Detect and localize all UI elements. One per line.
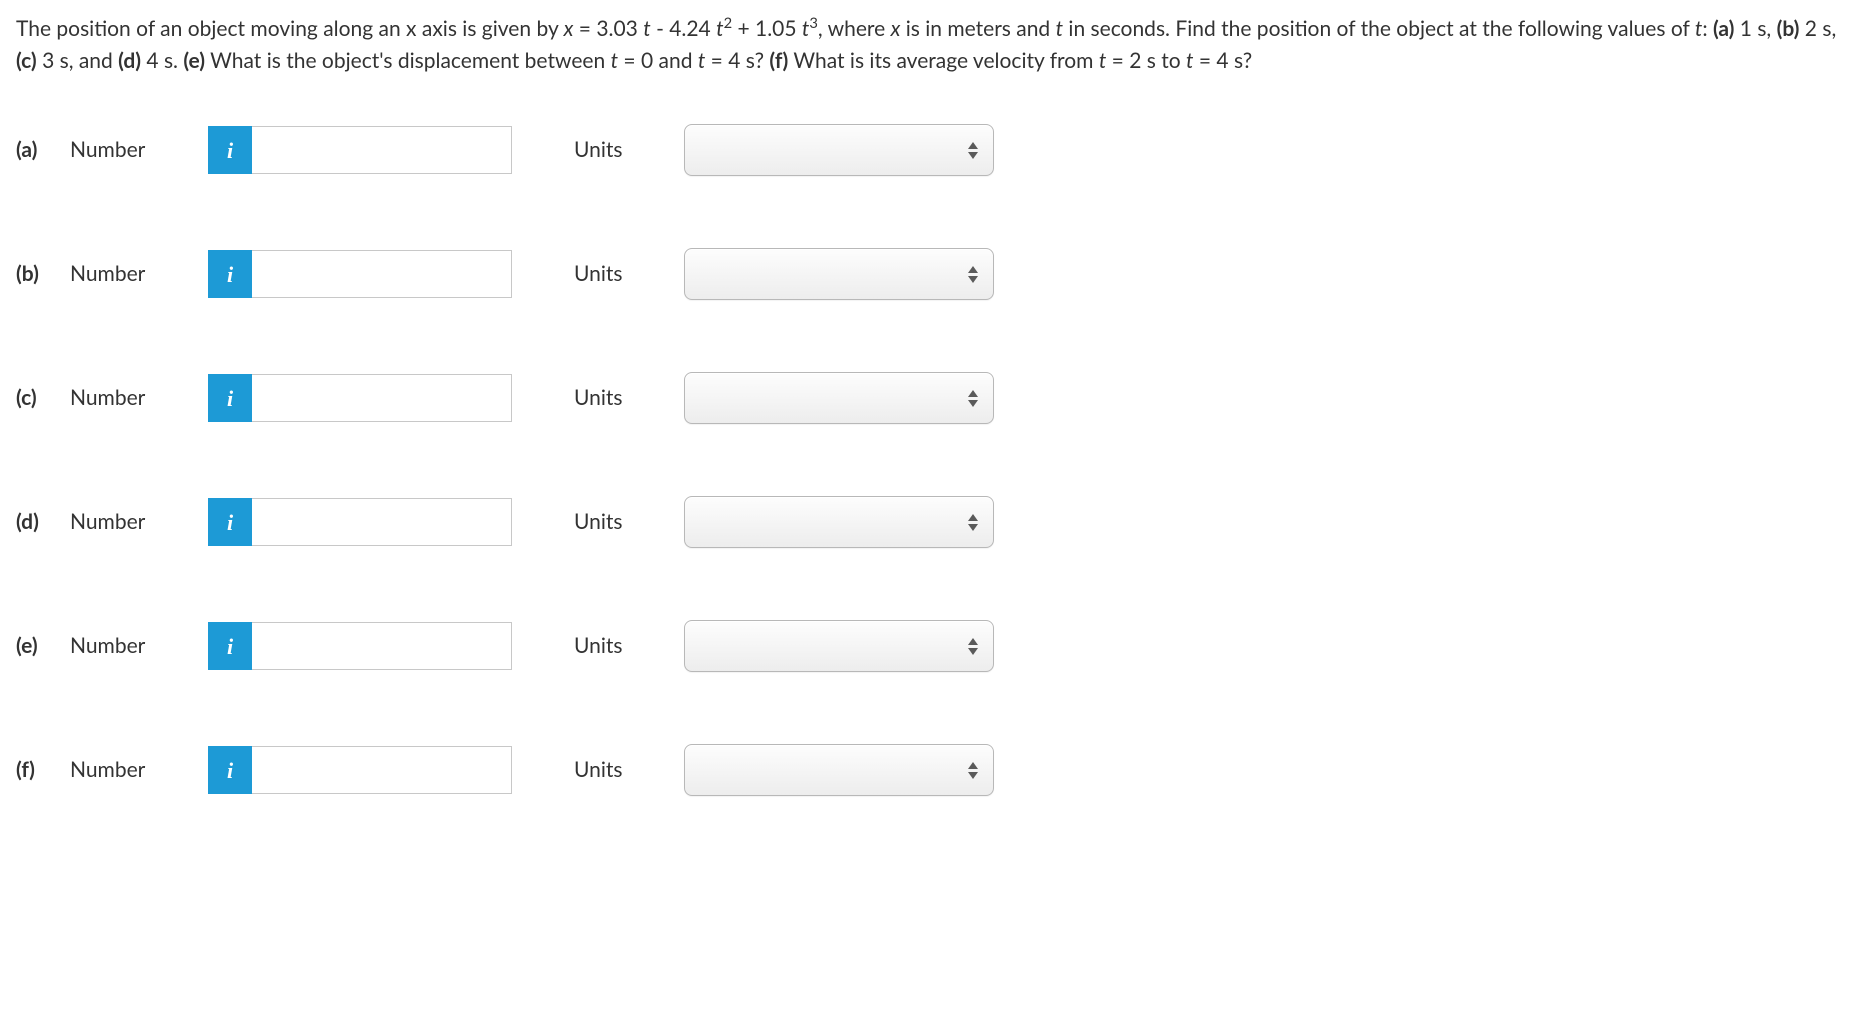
part-label: (c) [16,382,70,414]
number-label: Number [70,630,208,662]
part-label: (e) [16,630,70,662]
units-select[interactable] [684,744,994,796]
answer-row: (d) Number i Units [16,496,1838,548]
number-input-group: i [208,746,512,794]
units-select[interactable] [684,620,994,672]
number-input[interactable] [252,498,512,546]
units-label: Units [574,134,664,166]
answer-row: (b) Number i Units [16,248,1838,300]
answer-row: (f) Number i Units [16,744,1838,796]
number-input-group: i [208,498,512,546]
number-label: Number [70,134,208,166]
answer-row: (e) Number i Units [16,620,1838,672]
answer-row: (a) Number i Units [16,124,1838,176]
units-select[interactable] [684,372,994,424]
part-label: (f) [16,754,70,786]
number-label: Number [70,258,208,290]
select-stepper-icon [967,142,979,159]
info-icon[interactable]: i [208,126,252,174]
units-label: Units [574,630,664,662]
question-prefix: The position of an object moving along a… [16,16,564,41]
units-label: Units [574,382,664,414]
units-select[interactable] [684,248,994,300]
select-stepper-icon [967,762,979,779]
number-input-group: i [208,374,512,422]
number-input[interactable] [252,374,512,422]
info-icon[interactable]: i [208,746,252,794]
info-icon[interactable]: i [208,374,252,422]
number-label: Number [70,382,208,414]
number-input-group: i [208,622,512,670]
units-label: Units [574,506,664,538]
select-stepper-icon [967,266,979,283]
select-stepper-icon [967,514,979,531]
number-input[interactable] [252,746,512,794]
number-label: Number [70,506,208,538]
units-select[interactable] [684,124,994,176]
info-icon[interactable]: i [208,250,252,298]
number-input-group: i [208,126,512,174]
units-label: Units [574,258,664,290]
info-icon[interactable]: i [208,622,252,670]
units-label: Units [574,754,664,786]
number-input-group: i [208,250,512,298]
select-stepper-icon [967,390,979,407]
answer-row: (c) Number i Units [16,372,1838,424]
number-input[interactable] [252,126,512,174]
question-text: The position of an object moving along a… [16,12,1838,76]
select-stepper-icon [967,638,979,655]
part-label: (d) [16,506,70,538]
units-select[interactable] [684,496,994,548]
number-input[interactable] [252,250,512,298]
number-input[interactable] [252,622,512,670]
part-label: (a) [16,134,70,166]
number-label: Number [70,754,208,786]
question-equation: x = 3.03 t - 4.24 t2 + 1.05 t3 [564,16,818,41]
part-label: (b) [16,258,70,290]
info-icon[interactable]: i [208,498,252,546]
